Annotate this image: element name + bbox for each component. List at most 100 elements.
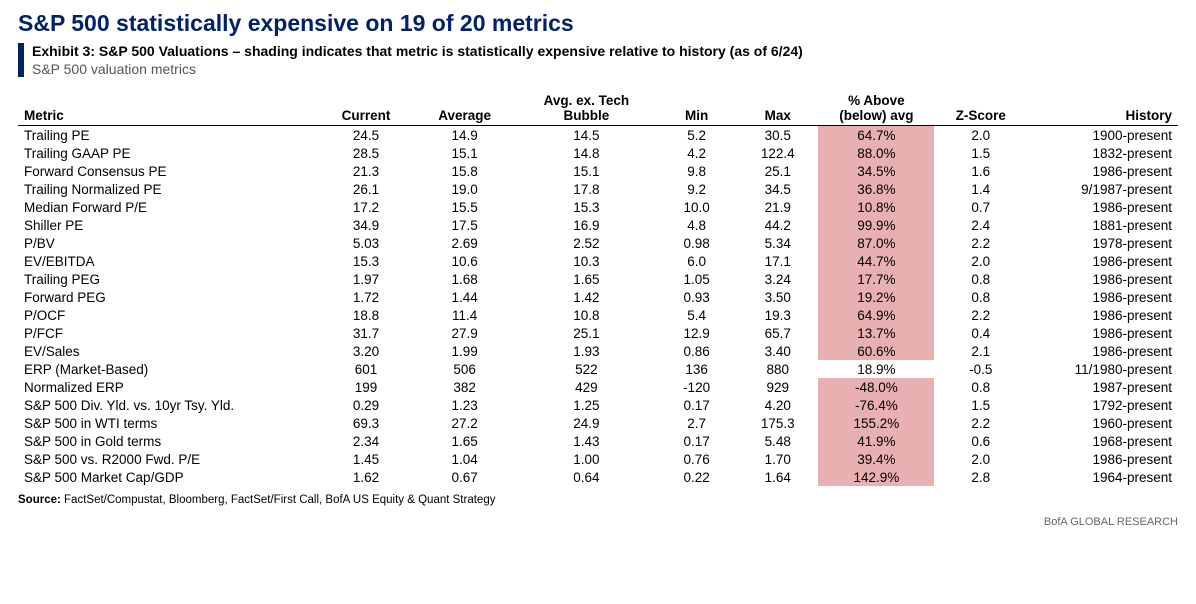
cell-current: 1.45 (320, 450, 413, 468)
cell-metric: P/BV (18, 234, 320, 252)
cell-min: 0.17 (656, 432, 737, 450)
cell-max: 5.34 (737, 234, 818, 252)
cell-above: 64.7% (818, 126, 934, 145)
cell-current: 18.8 (320, 306, 413, 324)
cell-current: 21.3 (320, 162, 413, 180)
table-row: P/BV5.032.692.520.985.3487.0%2.21978-pre… (18, 234, 1178, 252)
table-row: Forward PEG1.721.441.420.933.5019.2%0.81… (18, 288, 1178, 306)
table-row: P/FCF31.727.925.112.965.713.7%0.41986-pr… (18, 324, 1178, 342)
exhibit-header: Exhibit 3: S&P 500 Valuations – shading … (18, 43, 1178, 77)
cell-min: 9.2 (656, 180, 737, 198)
cell-metric: P/FCF (18, 324, 320, 342)
cell-zscore: 2.0 (934, 252, 1027, 270)
exhibit-line: Exhibit 3: S&P 500 Valuations – shading … (32, 43, 803, 59)
col-current: Current (320, 91, 413, 126)
cell-current: 24.5 (320, 126, 413, 145)
table-header-row: Metric Current Average Avg. ex. TechBubb… (18, 91, 1178, 126)
table-row: EV/EBITDA15.310.610.36.017.144.7%2.01986… (18, 252, 1178, 270)
source-text: FactSet/Compustat, Bloomberg, FactSet/Fi… (64, 494, 495, 506)
cell-history: 1986-present (1027, 162, 1178, 180)
cell-history: 1978-present (1027, 234, 1178, 252)
cell-above: 99.9% (818, 216, 934, 234)
cell-current: 31.7 (320, 324, 413, 342)
cell-average: 506 (412, 360, 516, 378)
cell-above: -48.0% (818, 378, 934, 396)
table-row: ERP (Market-Based)60150652213688018.9%-0… (18, 360, 1178, 378)
col-max: Max (737, 91, 818, 126)
cell-bubble: 1.93 (517, 342, 656, 360)
cell-current: 34.9 (320, 216, 413, 234)
cell-bubble: 2.52 (517, 234, 656, 252)
cell-bubble: 522 (517, 360, 656, 378)
page-title: S&P 500 statistically expensive on 19 of… (18, 10, 1178, 37)
cell-average: 11.4 (412, 306, 516, 324)
cell-history: 1986-present (1027, 198, 1178, 216)
table-row: Shiller PE34.917.516.94.844.299.9%2.4188… (18, 216, 1178, 234)
cell-zscore: 2.8 (934, 468, 1027, 486)
cell-history: 1964-present (1027, 468, 1178, 486)
cell-bubble: 1.00 (517, 450, 656, 468)
cell-history: 1986-present (1027, 270, 1178, 288)
cell-zscore: 2.0 (934, 126, 1027, 145)
cell-max: 30.5 (737, 126, 818, 145)
cell-zscore: 2.2 (934, 306, 1027, 324)
cell-above: -76.4% (818, 396, 934, 414)
cell-max: 929 (737, 378, 818, 396)
cell-metric: Median Forward P/E (18, 198, 320, 216)
cell-zscore: 0.8 (934, 378, 1027, 396)
table-row: Trailing PEG1.971.681.651.053.2417.7%0.8… (18, 270, 1178, 288)
cell-current: 15.3 (320, 252, 413, 270)
cell-bubble: 24.9 (517, 414, 656, 432)
table-row: EV/Sales3.201.991.930.863.4060.6%2.11986… (18, 342, 1178, 360)
cell-current: 28.5 (320, 144, 413, 162)
cell-average: 382 (412, 378, 516, 396)
cell-average: 27.9 (412, 324, 516, 342)
cell-average: 0.67 (412, 468, 516, 486)
cell-min: 0.22 (656, 468, 737, 486)
cell-metric: S&P 500 in WTI terms (18, 414, 320, 432)
cell-current: 2.34 (320, 432, 413, 450)
cell-bubble: 10.8 (517, 306, 656, 324)
cell-history: 1986-present (1027, 342, 1178, 360)
cell-zscore: 2.2 (934, 414, 1027, 432)
cell-zscore: 1.5 (934, 396, 1027, 414)
cell-average: 15.8 (412, 162, 516, 180)
cell-min: 1.05 (656, 270, 737, 288)
cell-zscore: 0.4 (934, 324, 1027, 342)
cell-max: 65.7 (737, 324, 818, 342)
col-history: History (1027, 91, 1178, 126)
source-line: Source: FactSet/Compustat, Bloomberg, Fa… (18, 494, 1178, 506)
cell-history: 1968-present (1027, 432, 1178, 450)
cell-above: 19.2% (818, 288, 934, 306)
cell-current: 17.2 (320, 198, 413, 216)
cell-metric: EV/EBITDA (18, 252, 320, 270)
cell-max: 34.5 (737, 180, 818, 198)
cell-bubble: 1.42 (517, 288, 656, 306)
cell-max: 19.3 (737, 306, 818, 324)
cell-history: 1986-present (1027, 306, 1178, 324)
cell-max: 1.64 (737, 468, 818, 486)
cell-max: 4.20 (737, 396, 818, 414)
cell-max: 17.1 (737, 252, 818, 270)
cell-max: 3.50 (737, 288, 818, 306)
cell-history: 9/1987-present (1027, 180, 1178, 198)
exhibit-label: Exhibit 3: (32, 43, 95, 59)
cell-current: 199 (320, 378, 413, 396)
cell-average: 17.5 (412, 216, 516, 234)
cell-bubble: 1.43 (517, 432, 656, 450)
cell-min: -120 (656, 378, 737, 396)
cell-zscore: 0.8 (934, 270, 1027, 288)
cell-max: 5.48 (737, 432, 818, 450)
exhibit-subtitle: S&P 500 valuation metrics (32, 61, 803, 77)
cell-metric: Trailing GAAP PE (18, 144, 320, 162)
table-row: S&P 500 vs. R2000 Fwd. P/E1.451.041.000.… (18, 450, 1178, 468)
footer-brand: BofA GLOBAL RESEARCH (18, 516, 1178, 528)
table-row: S&P 500 Div. Yld. vs. 10yr Tsy. Yld.0.29… (18, 396, 1178, 414)
table-row: Forward Consensus PE21.315.815.19.825.13… (18, 162, 1178, 180)
cell-min: 5.4 (656, 306, 737, 324)
col-min: Min (656, 91, 737, 126)
cell-above: 39.4% (818, 450, 934, 468)
cell-zscore: -0.5 (934, 360, 1027, 378)
cell-current: 601 (320, 360, 413, 378)
cell-zscore: 0.8 (934, 288, 1027, 306)
